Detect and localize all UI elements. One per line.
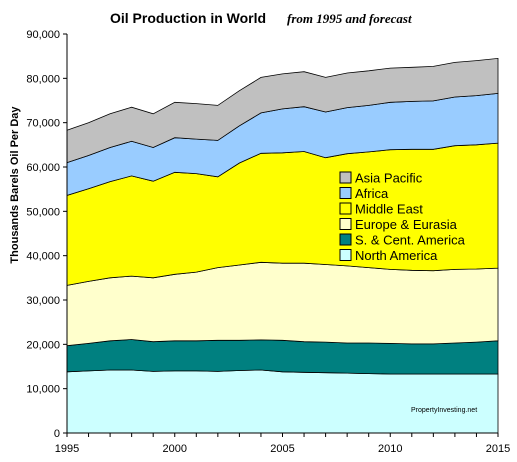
legend-swatch-europe-eurasia [339, 218, 352, 230]
area-series-group [66, 57, 499, 434]
y-tick-label: 60,000 [26, 162, 60, 174]
watermark: PropertyInvesting.net [411, 407, 477, 414]
y-tick-label: 0 [54, 428, 60, 440]
y-tick-label: 50,000 [26, 206, 60, 218]
legend-label-africa: Africa [355, 186, 389, 201]
area-s-cent-america [66, 339, 499, 375]
axes-group [63, 33, 499, 437]
legend-label-north-america: North America [355, 248, 438, 263]
area-north-america [66, 369, 499, 434]
legend-swatch-north-america [339, 249, 352, 261]
x-tick-label: 1995 [55, 443, 79, 455]
x-tick-label: 2005 [270, 443, 294, 455]
y-tick-label: 90,000 [26, 29, 60, 41]
y-tick-label: 10,000 [26, 384, 60, 396]
legend-swatch-middle-east [339, 202, 352, 215]
legend-label-asia-pacific: Asia Pacific [355, 171, 423, 186]
legend-label-s-cent-america: S. & Cent. America [355, 233, 466, 248]
x-tick-label: 2015 [486, 443, 510, 455]
x-tick-label: 2000 [163, 443, 187, 455]
chart-subtitle: from 1995 and forecast [287, 11, 412, 26]
y-tick-label: 30,000 [26, 295, 60, 307]
x-tick-label: 2010 [378, 443, 402, 455]
legend-swatch-africa [339, 187, 352, 199]
legend-label-middle-east: Middle East [355, 202, 423, 217]
y-tick-label: 70,000 [26, 118, 60, 130]
legend-swatch-asia-pacific [339, 171, 352, 184]
y-tick-labels: 0 10,000 20,000 30,000 40,000 50,000 60,000 70,… [26, 29, 60, 440]
x-tick-labels: 1995 2000 2005 2010 2015 [55, 443, 510, 455]
y-tick-label: 80,000 [26, 73, 60, 85]
y-axis-label: Thousands Barels Oil Per Day [9, 106, 21, 264]
y-tick-label: 40,000 [26, 251, 60, 263]
legend-swatch-s-cent-america [339, 233, 352, 246]
y-tick-label: 20,000 [26, 339, 60, 351]
area-asia-pacific [66, 57, 499, 164]
chart-title: Oil Production in World [110, 10, 266, 26]
legend-label-europe-eurasia: Europe & Eurasia [355, 217, 458, 232]
